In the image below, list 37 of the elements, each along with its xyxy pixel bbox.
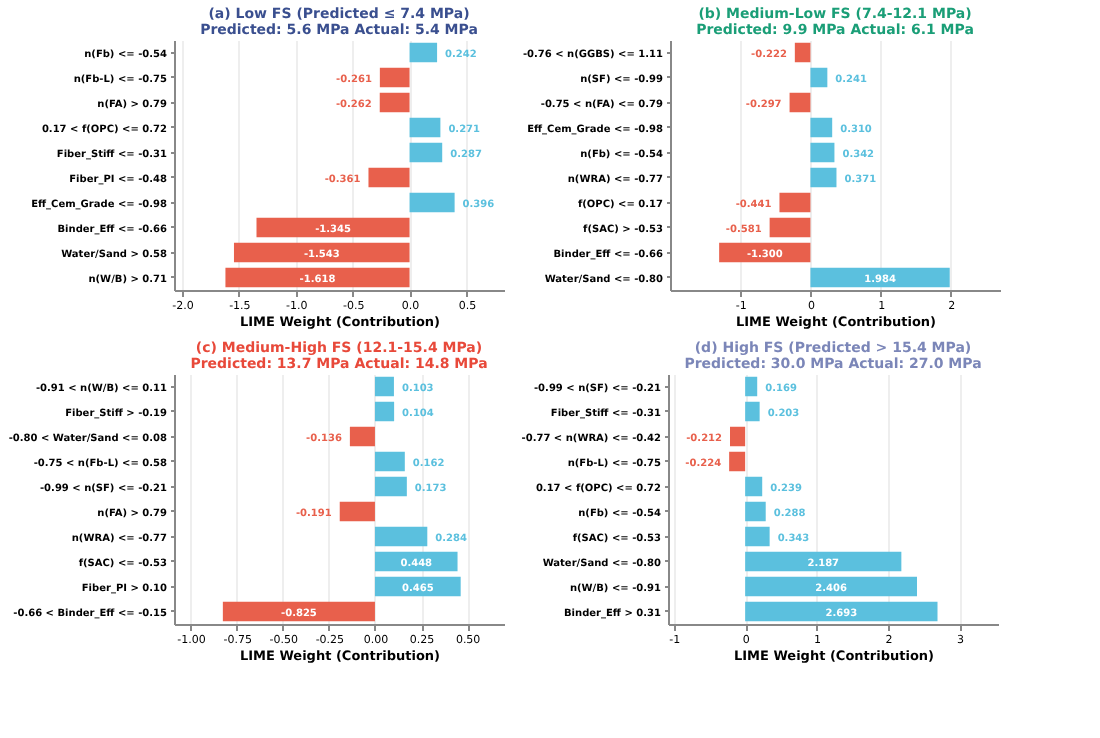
bar — [225, 267, 410, 288]
bar — [368, 167, 410, 188]
bar — [409, 42, 438, 63]
bar — [349, 426, 375, 447]
bar — [810, 67, 828, 88]
bar — [794, 42, 811, 63]
bar — [409, 142, 443, 163]
bar — [779, 192, 811, 213]
bar — [769, 217, 811, 238]
bar — [730, 426, 746, 447]
bar — [222, 601, 375, 622]
bar — [789, 92, 811, 113]
bar — [810, 267, 950, 288]
bar — [745, 501, 766, 522]
bar — [745, 601, 938, 622]
bar — [374, 526, 428, 547]
bar — [339, 501, 375, 522]
bar — [374, 476, 407, 497]
bar — [409, 192, 455, 213]
bar — [374, 376, 394, 397]
bar — [745, 376, 758, 397]
bar — [729, 451, 746, 472]
bar — [745, 476, 763, 497]
bar — [256, 217, 410, 238]
bar — [810, 167, 837, 188]
bar — [379, 92, 410, 113]
bar — [745, 526, 770, 547]
bar — [810, 117, 833, 138]
bar — [745, 401, 760, 422]
bar — [374, 401, 395, 422]
bar — [233, 242, 410, 263]
bar — [409, 117, 441, 138]
bar — [745, 551, 902, 572]
bar — [810, 142, 835, 163]
bar — [745, 576, 917, 597]
bar — [379, 67, 410, 88]
bar — [374, 451, 405, 472]
